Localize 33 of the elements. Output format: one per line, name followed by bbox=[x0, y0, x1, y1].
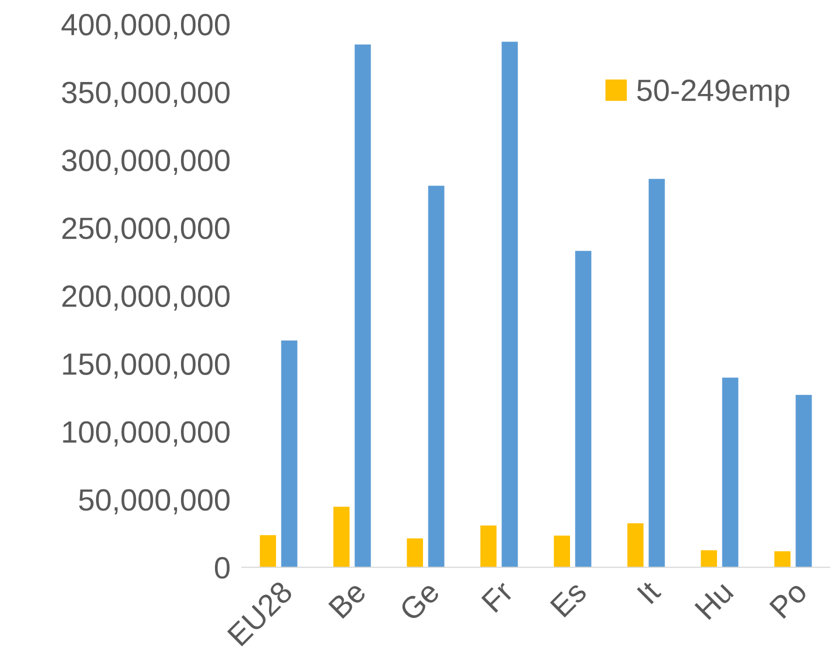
bar bbox=[406, 538, 424, 568]
bar bbox=[333, 506, 350, 568]
bar bbox=[554, 536, 570, 568]
y-tick-label: 100,000,000 bbox=[63, 421, 230, 446]
x-tick-label: Hu bbox=[694, 580, 734, 620]
y-tick-label: 150,000,000 bbox=[63, 353, 230, 379]
bar bbox=[700, 550, 718, 568]
bar bbox=[722, 378, 738, 568]
bar bbox=[648, 178, 665, 568]
bar bbox=[502, 42, 518, 568]
bar bbox=[281, 340, 298, 568]
bar bbox=[354, 44, 371, 568]
bar bbox=[428, 186, 444, 568]
bar bbox=[575, 250, 592, 568]
bar bbox=[260, 535, 276, 568]
x-tick-label: Es bbox=[550, 580, 588, 618]
bar bbox=[774, 551, 791, 568]
y-tick-label: 200,000,000 bbox=[62, 285, 230, 311]
y-tick-label: 50,000,000 bbox=[79, 489, 230, 514]
legend-label: 50-249emp bbox=[637, 80, 790, 108]
bar bbox=[480, 525, 497, 568]
x-tick-label: Fr bbox=[481, 580, 514, 613]
y-tick-label: 250,000,000 bbox=[62, 218, 230, 243]
bar bbox=[627, 523, 644, 568]
x-tick-label: Ge bbox=[398, 580, 441, 622]
x-tick-label: Po bbox=[769, 580, 808, 619]
y-tick-label: 350,000,000 bbox=[62, 82, 230, 107]
bar bbox=[796, 394, 812, 568]
x-tick-label: It bbox=[636, 579, 662, 604]
x-tick-label: Be bbox=[328, 580, 368, 619]
y-tick-label: 0 bbox=[214, 557, 230, 579]
y-tick-label: 400,000,000 bbox=[62, 14, 230, 40]
y-tick-label: 300,000,000 bbox=[62, 150, 230, 175]
